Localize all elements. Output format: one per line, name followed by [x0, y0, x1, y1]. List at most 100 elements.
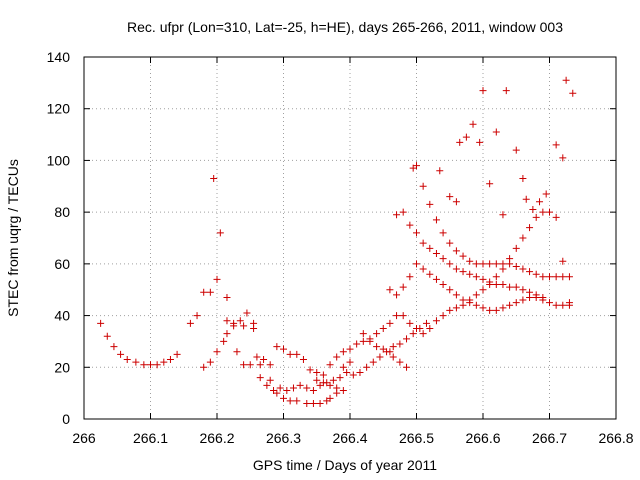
data-point [326, 361, 334, 369]
data-point [160, 358, 168, 366]
data-point [280, 345, 287, 353]
y-tick-label: 140 [47, 49, 71, 65]
data-point [240, 361, 248, 369]
data-point [329, 376, 337, 384]
data-point [409, 330, 417, 338]
data-point [546, 208, 553, 216]
data-point [110, 343, 118, 351]
data-point [499, 281, 507, 289]
data-point [359, 337, 367, 345]
data-point [479, 260, 487, 268]
data-point [270, 387, 278, 395]
data-point [359, 330, 367, 338]
data-point [213, 348, 221, 356]
data-point [326, 381, 334, 389]
data-point [426, 200, 434, 208]
data-point [492, 306, 500, 314]
data-point [512, 283, 520, 291]
data-point [459, 268, 467, 276]
data-point [293, 397, 301, 405]
data-point [250, 319, 258, 327]
data-point [456, 138, 464, 146]
data-point [379, 345, 387, 353]
data-point [472, 301, 480, 309]
y-tick-label: 40 [54, 308, 70, 324]
data-point [522, 195, 530, 203]
data-point [413, 260, 420, 268]
data-point [147, 361, 154, 369]
data-point [432, 275, 440, 283]
data-point [399, 283, 407, 291]
data-point [466, 257, 474, 265]
data-point [492, 260, 500, 268]
data-point [339, 363, 347, 371]
data-point [339, 348, 347, 356]
data-point [519, 286, 527, 294]
data-point [452, 198, 460, 206]
data-point [446, 286, 454, 294]
x-axis-label: GPS time / Days of year 2011 [253, 457, 437, 473]
data-point [512, 146, 520, 154]
data-point [193, 312, 201, 320]
x-tick-label: 266 [72, 430, 96, 446]
data-point [552, 301, 560, 309]
data-point [492, 281, 500, 289]
y-tick-label: 0 [62, 411, 70, 427]
data-point [326, 394, 334, 402]
data-point [399, 312, 407, 320]
data-point [546, 299, 553, 307]
data-point [339, 387, 347, 395]
data-point [349, 371, 357, 379]
data-point [469, 120, 477, 128]
data-point [462, 133, 470, 141]
data-point [296, 381, 304, 389]
data-point [472, 291, 480, 299]
data-point [403, 363, 411, 371]
data-point [132, 358, 140, 366]
data-point [253, 353, 261, 361]
data-point [439, 255, 447, 263]
data-point [502, 87, 510, 95]
y-tick-label: 120 [47, 101, 71, 117]
data-point [446, 239, 454, 247]
data-point [233, 348, 241, 356]
data-point [446, 306, 454, 314]
data-point [492, 273, 500, 281]
data-point [173, 350, 181, 358]
data-point [486, 180, 494, 188]
y-axis-label: STEC from uqrg / TECUs [5, 159, 21, 317]
data-point [200, 363, 208, 371]
chart-title: Rec. ufpr (Lon=310, Lat=-25, h=HE), days… [127, 19, 563, 35]
data-point [399, 208, 407, 216]
data-point [499, 265, 507, 273]
data-point [552, 213, 560, 221]
data-point [452, 304, 460, 312]
data-point [466, 296, 474, 304]
data-point [369, 358, 377, 366]
data-point [512, 262, 520, 270]
data-point [452, 265, 460, 273]
data-point [336, 374, 344, 382]
data-point [230, 322, 238, 330]
x-tick-label: 266.8 [598, 430, 633, 446]
data-point [343, 368, 351, 376]
data-point [309, 387, 317, 395]
data-point [446, 193, 454, 201]
data-point [486, 260, 494, 268]
data-point [506, 283, 514, 291]
data-point [519, 265, 527, 273]
data-point [236, 317, 244, 325]
data-point [476, 138, 484, 146]
data-point [426, 244, 434, 252]
data-point [299, 356, 307, 364]
data-points [97, 76, 577, 407]
data-point [396, 358, 404, 366]
data-point [386, 348, 394, 356]
data-point [246, 361, 254, 369]
x-tick-label: 266.5 [399, 430, 434, 446]
data-point [526, 268, 534, 276]
data-point [216, 229, 224, 237]
data-point [210, 175, 218, 183]
data-point [313, 376, 321, 384]
data-point [406, 273, 414, 281]
